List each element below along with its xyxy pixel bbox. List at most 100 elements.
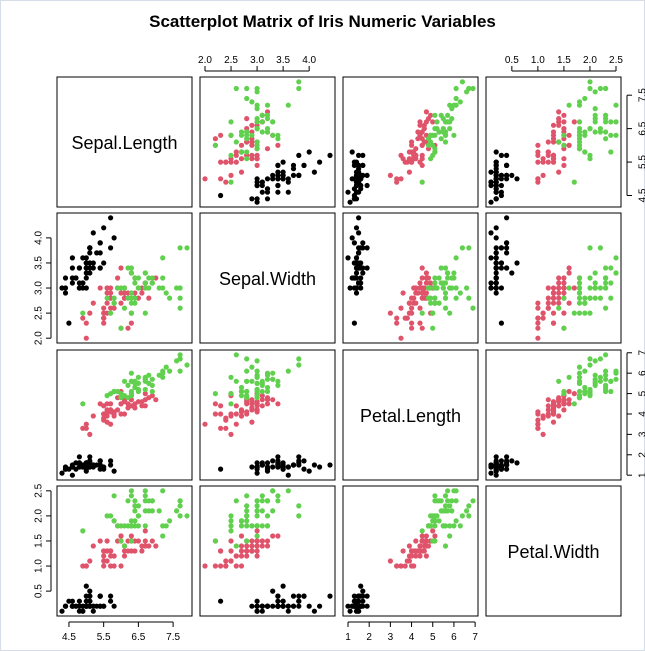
data-point [451, 270, 457, 276]
data-point [238, 169, 245, 175]
data-point [153, 397, 159, 403]
data-point [351, 196, 357, 202]
data-point [423, 553, 429, 559]
data-point [254, 608, 260, 614]
data-point [244, 543, 250, 549]
data-point [453, 518, 459, 524]
data-point [270, 458, 276, 464]
data-point [556, 290, 562, 296]
data-point [264, 376, 271, 382]
data-point [498, 320, 504, 326]
data-point [233, 85, 239, 92]
panel-border [56, 485, 193, 617]
data-point [128, 270, 134, 276]
panel-border [342, 485, 479, 617]
data-point [101, 320, 107, 326]
data-point [488, 464, 494, 470]
data-point [413, 285, 419, 291]
data-point [259, 603, 265, 609]
data-point [470, 498, 476, 504]
data-point [244, 368, 250, 374]
data-point [149, 508, 155, 514]
data-point [244, 149, 250, 155]
data-point [442, 503, 449, 509]
data-point [66, 320, 72, 326]
data-point [493, 166, 499, 172]
data-point [254, 146, 260, 152]
data-point [576, 388, 583, 395]
data-point [493, 149, 499, 155]
data-point [566, 265, 572, 271]
data-point [419, 325, 425, 331]
data-point [576, 280, 583, 286]
data-point [498, 152, 504, 158]
data-point [411, 295, 417, 301]
data-point [80, 310, 86, 316]
data-point [459, 513, 465, 519]
data-point [311, 608, 317, 614]
data-point [597, 378, 604, 384]
bottom-axis-petal-length: 1 2 3 4 5 6 7 [345, 621, 478, 643]
data-point [561, 290, 567, 296]
data-point [238, 384, 245, 391]
data-point [571, 285, 577, 291]
data-point [364, 265, 370, 271]
data-point [146, 543, 152, 549]
data-point [87, 454, 93, 460]
data-point [387, 558, 393, 564]
data-point [249, 122, 255, 128]
data-point [566, 401, 572, 407]
data-point [535, 176, 541, 182]
tick-label: 1.5 [557, 55, 571, 66]
data-point [453, 85, 459, 92]
data-point [587, 362, 593, 368]
data-point [576, 395, 583, 401]
data-point [270, 488, 276, 494]
data-point [415, 548, 421, 554]
data-point [280, 466, 286, 472]
data-point [270, 588, 276, 594]
data-point [466, 245, 472, 251]
tick-label: 6.5 [131, 632, 145, 643]
data-point [419, 310, 425, 316]
data-point [488, 285, 494, 291]
data-point [259, 523, 265, 529]
data-point [545, 397, 551, 403]
data-point [545, 300, 551, 306]
data-point [504, 172, 510, 178]
data-point [504, 215, 510, 221]
data-point [254, 368, 260, 374]
data-point [108, 563, 114, 569]
data-point [582, 132, 588, 138]
data-point [603, 265, 609, 271]
data-point [135, 386, 141, 393]
data-point [592, 89, 598, 95]
data-point [264, 395, 271, 401]
data-point [142, 386, 148, 393]
data-point [442, 290, 449, 296]
data-point [423, 109, 429, 115]
data-point [111, 300, 117, 306]
data-point [97, 593, 103, 599]
data-point [360, 162, 366, 168]
data-point [419, 295, 425, 301]
data-point [254, 553, 260, 559]
data-point [254, 196, 260, 202]
data-point [118, 325, 124, 331]
panel-sepal-width-vs-petal-width [485, 212, 622, 344]
data-point [101, 603, 107, 609]
data-point [566, 270, 572, 276]
data-point [603, 136, 609, 142]
data-point [603, 386, 609, 393]
data-point [280, 176, 286, 182]
data-point [212, 391, 218, 397]
data-point [69, 472, 75, 478]
panel-petal-length-vs-sepal-length [56, 349, 193, 481]
data-point [142, 270, 148, 276]
data-point [125, 382, 131, 388]
data-point [264, 401, 271, 407]
data-point [83, 598, 89, 604]
data-point [582, 310, 588, 316]
data-point [264, 513, 271, 519]
data-point [603, 119, 609, 125]
